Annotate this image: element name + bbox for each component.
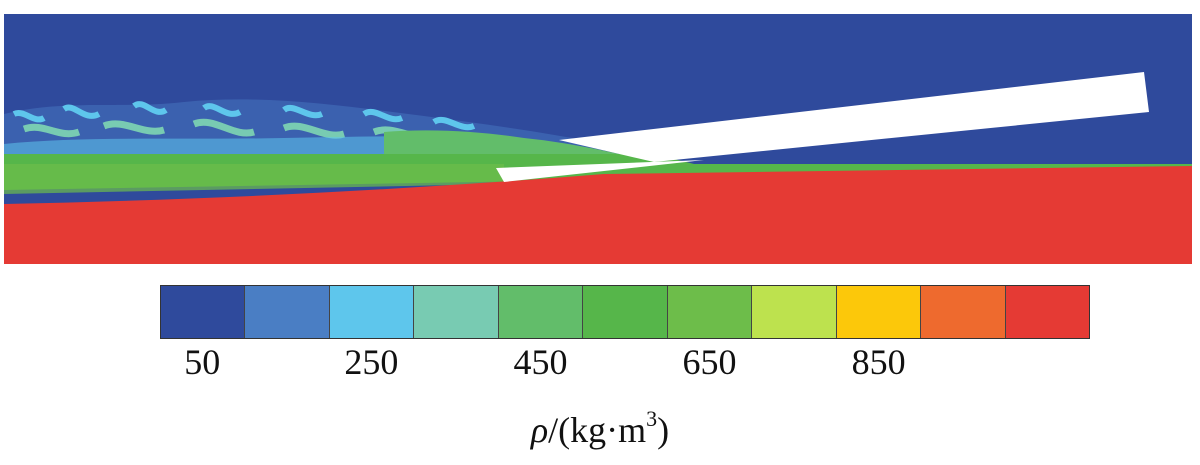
- unit-suffix: ): [657, 410, 670, 450]
- colorbar-title: ρ/(kg·m3): [0, 406, 1200, 450]
- spray-region: [4, 99, 654, 166]
- colorbar-tick-label: 450: [513, 342, 568, 382]
- colorbar-swatch: [414, 286, 499, 338]
- plate-upper: [559, 72, 1149, 162]
- unit-prefix: /(kg·m: [548, 410, 647, 450]
- density-symbol: ρ: [530, 410, 549, 450]
- colorbar-swatch: [329, 286, 415, 338]
- colorbar-swatch: [921, 286, 1006, 338]
- colorbar-tick-label: 650: [682, 342, 737, 382]
- colorbar-swatch: [498, 286, 584, 338]
- colorbar-swatch: [161, 286, 246, 338]
- colorbar-tick-label: 50: [184, 342, 221, 382]
- liquid-region: [4, 166, 1192, 264]
- colorbar-swatch: [752, 286, 837, 338]
- colorbar-swatch: [836, 286, 922, 338]
- colorbar-tick-label: 850: [851, 342, 906, 382]
- density-contour-plot: [4, 14, 1192, 264]
- colorbar-tick-label: 250: [344, 342, 399, 382]
- unit-exponent: 3: [646, 406, 658, 431]
- colorbar-swatch: [583, 286, 668, 338]
- colorbar-swatch: [245, 286, 330, 338]
- colorbar: [160, 285, 1090, 339]
- colorbar-swatch: [1005, 286, 1089, 338]
- plate-lower: [496, 160, 704, 182]
- colorbar-swatch: [667, 286, 753, 338]
